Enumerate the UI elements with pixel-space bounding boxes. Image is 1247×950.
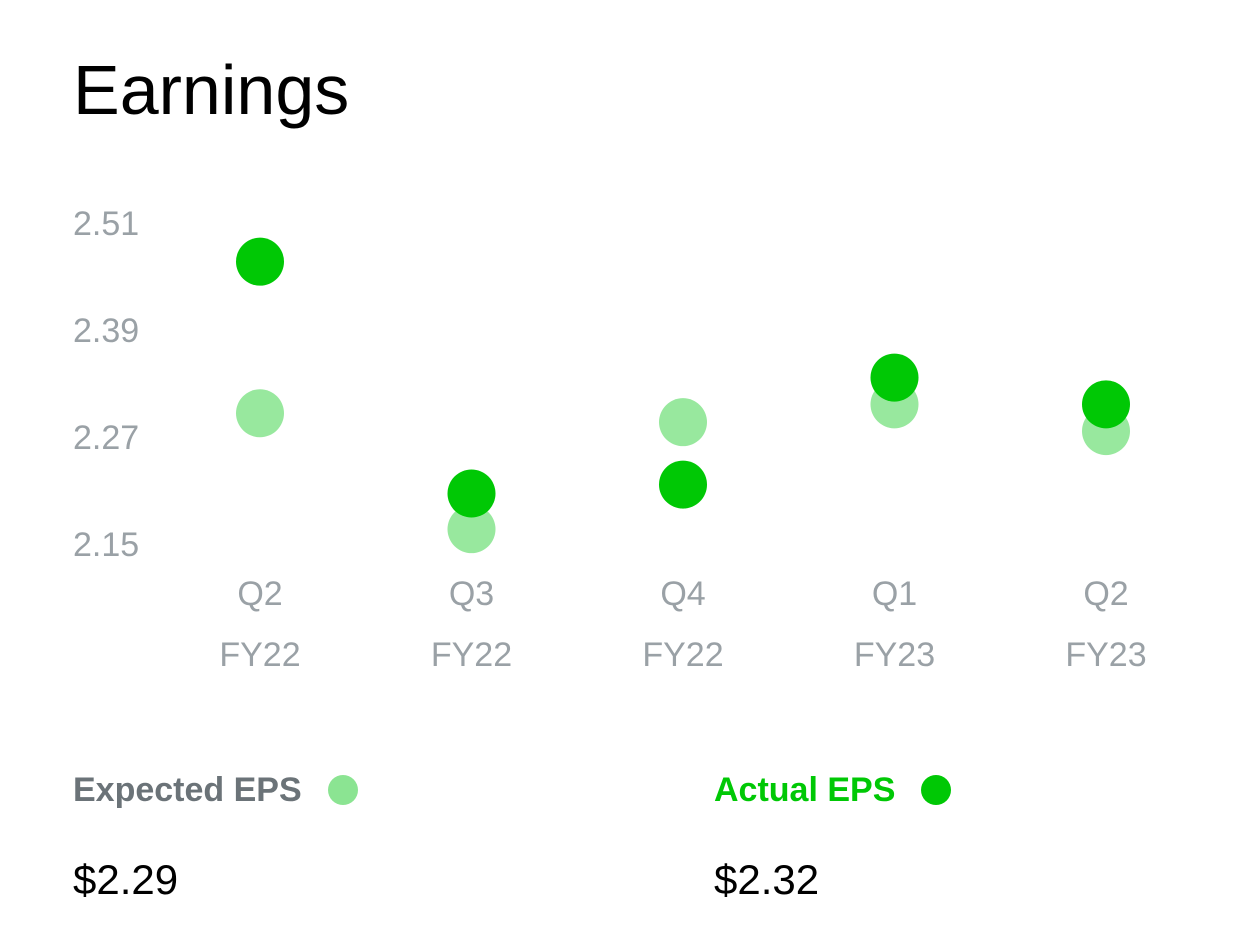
actual-eps-point[interactable] bbox=[447, 469, 496, 518]
x-tick-quarter-label: Q3 bbox=[449, 575, 494, 613]
expected-eps-point[interactable] bbox=[659, 398, 707, 447]
legend-actual-label: Actual EPS bbox=[714, 770, 896, 809]
legend-expected-dot bbox=[327, 775, 358, 805]
x-tick-year-label: FY22 bbox=[642, 636, 723, 674]
actual-eps-point[interactable] bbox=[659, 460, 707, 509]
legend-actual: Actual EPS bbox=[714, 768, 952, 812]
y-axis-ticks: 2.51 2.39 2.27 2.15 bbox=[73, 205, 139, 564]
x-tick-quarter-label: Q2 bbox=[1083, 575, 1128, 613]
legend-expected: Expected EPS bbox=[73, 768, 358, 812]
x-tick-quarter-label: Q4 bbox=[660, 575, 705, 613]
x-tick-year-label: FY23 bbox=[1065, 636, 1146, 674]
expected-eps-value: $2.29 bbox=[73, 856, 179, 903]
expected-eps-point[interactable] bbox=[236, 389, 284, 438]
y-tick-label: 2.39 bbox=[73, 312, 139, 350]
actual-eps-point[interactable] bbox=[870, 353, 919, 402]
page-title: Earnings bbox=[73, 51, 350, 129]
legend-expected-label: Expected EPS bbox=[73, 770, 302, 809]
actual-eps-value: $2.32 bbox=[714, 856, 820, 903]
expected-eps-point[interactable] bbox=[447, 505, 496, 554]
x-tick-year-label: FY23 bbox=[854, 636, 935, 674]
x-tick-year-label: FY22 bbox=[219, 636, 300, 674]
actual-eps-point[interactable] bbox=[1082, 380, 1130, 429]
x-axis-ticks: Q2 FY22 Q3 FY22 Q4 FY22 Q1 FY23 Q2 FY23 bbox=[219, 575, 1146, 674]
earnings-chart: 2.51 2.39 2.27 2.15 Q2 FY22 Q3 FY22 Q4 FY22 Q1 FY2… bbox=[73, 205, 1147, 674]
legend-actual-dot bbox=[921, 775, 952, 805]
actual-eps-point[interactable] bbox=[236, 237, 284, 286]
y-tick-label: 2.51 bbox=[73, 205, 139, 243]
x-tick-quarter-label: Q2 bbox=[237, 575, 282, 613]
x-tick-year-label: FY22 bbox=[431, 636, 512, 674]
y-tick-label: 2.27 bbox=[73, 419, 139, 457]
actual-eps-series bbox=[236, 237, 1130, 518]
x-tick-quarter-label: Q1 bbox=[872, 575, 917, 613]
y-tick-label: 2.15 bbox=[73, 526, 139, 564]
